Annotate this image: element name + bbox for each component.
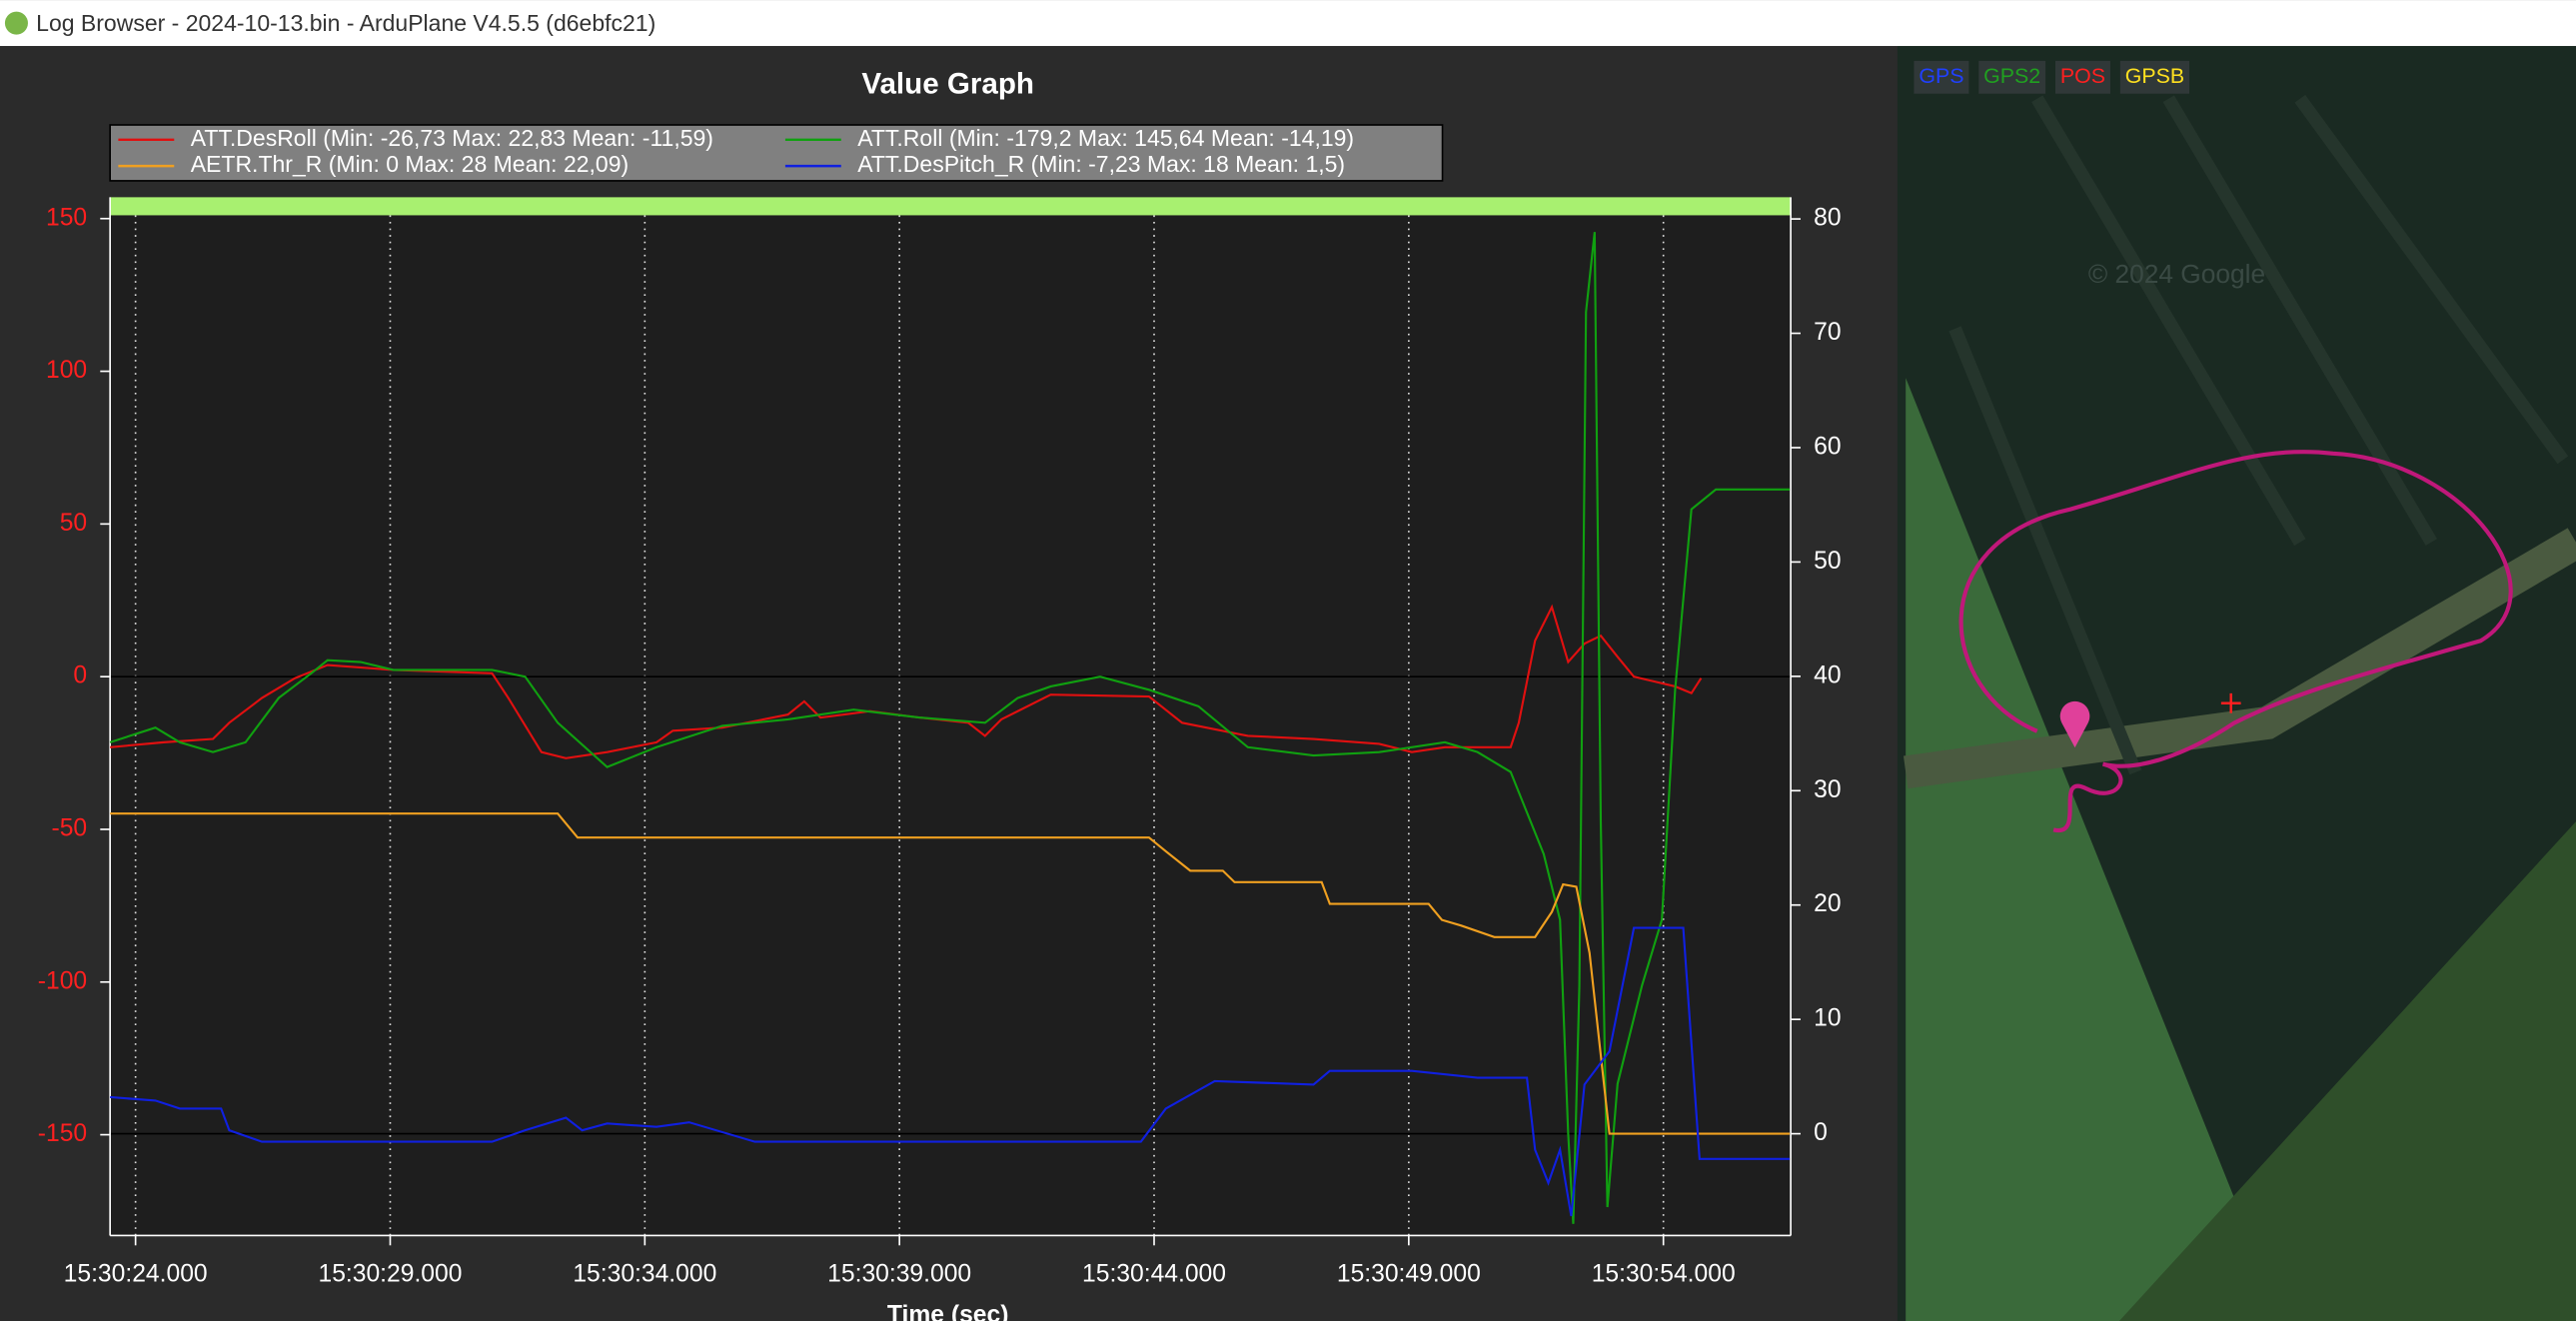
y-tick-label: -100 [38,967,87,994]
y2-tick-label: 50 [1814,548,1841,575]
road [1903,528,2576,789]
map-layer-box [1978,60,2046,94]
title-bar [0,0,2576,47]
x-tick-label: 15:30:39.000 [827,1260,971,1287]
legend-label: ATT.DesRoll (Min: -26,73 Max: 22,83 Mean… [191,125,713,151]
x-tick-label: 15:30:34.000 [573,1260,716,1287]
y-tick-label: 50 [60,510,87,537]
y-tick-label: 0 [73,662,87,689]
map-layer-toggle[interactable]: GPS [1919,64,1963,88]
map-layer-toggle[interactable]: POS [2060,64,2105,88]
map-layer-toggle[interactable]: GPS2 [1983,64,2040,88]
y2-tick-label: 10 [1814,1005,1841,1032]
map-layer-toggle[interactable]: GPSB [2125,64,2184,88]
y-tick-label: 150 [46,204,87,231]
position-marker [2220,692,2241,713]
y2-tick-label: 20 [1814,890,1841,917]
legend-label: AETR.Thr_R (Min: 0 Max: 28 Mean: 22,09) [191,151,629,177]
y2-tick-label: 60 [1814,433,1841,460]
series-line [110,926,1791,1217]
legend [109,124,1444,182]
flight-path [1958,450,2513,833]
y-tick-label: -50 [51,814,87,841]
y2-tick-label: 30 [1814,776,1841,803]
y2-tick-label: 70 [1814,319,1841,346]
app-icon [4,11,28,35]
x-tick-label: 15:30:54.000 [1592,1260,1736,1287]
x-axis-label: Time (sec) [887,1302,1009,1321]
plot-area [110,197,1792,1236]
y-tick-label: 100 [46,357,87,384]
series-line [110,812,1791,1135]
y-tick-label: -150 [38,1120,87,1147]
series-line [109,232,1791,1224]
x-tick-label: 15:30:49.000 [1337,1260,1481,1287]
map-layer-box [2119,60,2190,94]
x-tick-label: 15:30:29.000 [318,1260,462,1287]
map-watermark: © 2024 Google [2088,259,2265,289]
legend-label: ATT.Roll (Min: -179,2 Max: 145,64 Mean: … [857,125,1354,151]
home-marker [2059,700,2090,748]
window-title: Log Browser - 2024-10-13.bin - ArduPlane… [36,10,655,36]
top-band [110,197,1792,216]
graph-title: Value Graph [861,67,1034,100]
y2-tick-label: 40 [1814,661,1841,688]
y2-tick-label: 0 [1814,1119,1828,1146]
legend-label: ATT.DesPitch_R (Min: -7,23 Max: 18 Mean:… [857,151,1345,177]
x-tick-label: 15:30:44.000 [1082,1260,1226,1287]
map-layer-box [1914,60,1969,94]
field-stripes [1948,94,2569,775]
x-tick-label: 15:30:24.000 [64,1260,208,1287]
y2-tick-label: 80 [1814,205,1841,232]
map-layer-box [2054,60,2110,94]
